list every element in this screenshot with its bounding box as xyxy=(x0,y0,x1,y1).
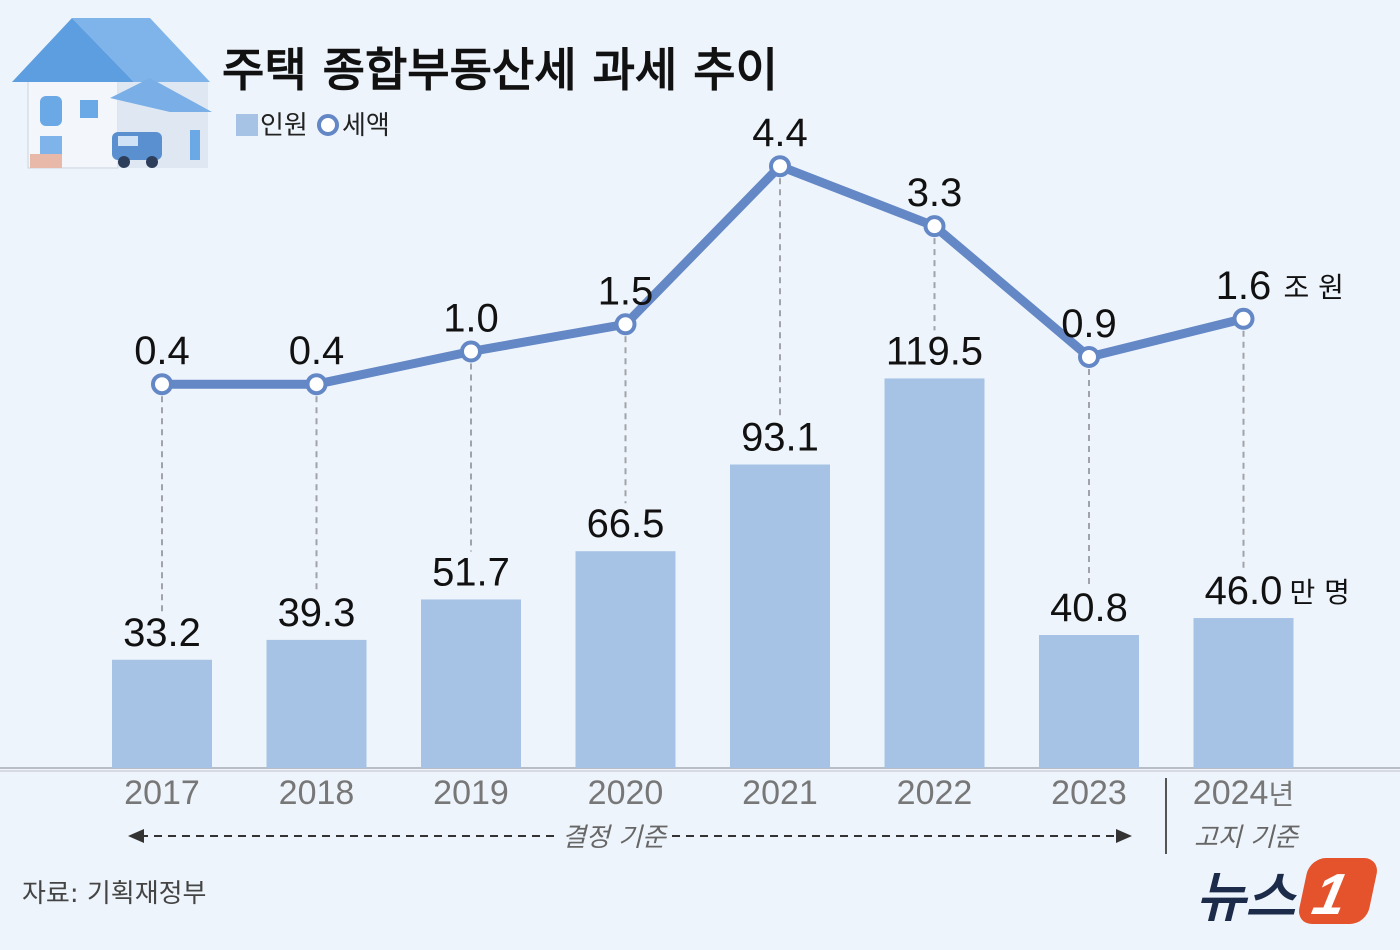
x-tick-2019: 2019 xyxy=(433,774,509,812)
bar-2019 xyxy=(421,599,521,768)
bar-value-label-2023: 40.8 xyxy=(1050,586,1128,630)
x-tick-2021: 2021 xyxy=(742,774,818,812)
guide-lines xyxy=(161,178,1245,612)
bar-value-label-2022: 119.5 xyxy=(886,329,983,373)
line-value-label-2017: 0.4 xyxy=(134,329,190,373)
bar-unit-label: 만 명 xyxy=(1290,576,1350,609)
bar-2018 xyxy=(266,639,367,768)
legend-label-line: 세액 xyxy=(342,111,390,141)
x-tick-2023: 2023 xyxy=(1051,774,1127,812)
bar-2022 xyxy=(884,378,985,768)
x-tick-2018: 2018 xyxy=(279,774,355,812)
period-label-decision: 결정 기준 xyxy=(562,823,668,853)
line-point-2022 xyxy=(923,215,946,238)
line-point-2018 xyxy=(305,373,328,396)
chart-title: 주택 종합부동산세 과세 추이 xyxy=(222,43,778,97)
line-value-label-2023: 0.9 xyxy=(1061,302,1117,346)
legend: 인원 세액 xyxy=(236,111,390,141)
period-label-bg xyxy=(556,818,672,854)
x-tick-2022: 2022 xyxy=(897,774,973,812)
bar-2020 xyxy=(575,551,676,768)
line-value-label-2021: 4.4 xyxy=(752,111,808,155)
news1-logo: 뉴스1 뉴스 1 xyxy=(1196,858,1377,929)
bar-2017 xyxy=(112,659,212,768)
line-value-label-2019: 1.0 xyxy=(443,297,499,341)
bar-value-label-2020: 66.5 xyxy=(587,502,665,546)
bar-value-label-2018: 39.3 xyxy=(278,591,356,635)
logo-badge-icon: 1 xyxy=(1299,858,1377,927)
x-tick-2024: 2024년 xyxy=(1193,774,1294,812)
legend-line-marker xyxy=(317,114,339,136)
line-point-2024 xyxy=(1232,307,1255,330)
line-value-label-2024: 1.6 xyxy=(1216,264,1272,308)
line-value-label-2018: 0.4 xyxy=(289,329,345,373)
period-arrow-left xyxy=(128,829,144,843)
x-tick-2017: 2017 xyxy=(124,774,200,812)
period-annotation: 결정 기준 고지 기준 xyxy=(128,778,1300,854)
line-point-2021 xyxy=(769,155,791,178)
legend-bar-swatch xyxy=(236,114,258,136)
line-point-2020 xyxy=(614,313,637,336)
bar-value-label-2019: 51.7 xyxy=(432,550,510,594)
bar-2021 xyxy=(730,464,830,768)
bar-value-label-2021: 93.1 xyxy=(741,415,819,459)
line-unit-label: 조 원 xyxy=(1284,271,1344,304)
bar-value-label-2017: 33.2 xyxy=(123,611,201,655)
line-series xyxy=(151,155,1255,396)
x-tick-labels: 2017 2018 2019 2020 2021 2022 2023 2024년 xyxy=(124,774,1294,812)
line-path xyxy=(157,161,1248,389)
bar-2024 xyxy=(1193,618,1294,768)
house-illustration-icon xyxy=(12,18,212,169)
period-label-notice: 고지 기준 xyxy=(1194,823,1300,853)
bar-value-label-2024: 46.0 xyxy=(1205,569,1283,613)
source-note: 자료: 기획재정부 xyxy=(22,879,206,909)
line-value-label-2020: 1.5 xyxy=(598,269,654,313)
line-point-2023 xyxy=(1078,345,1100,368)
line-point-2019 xyxy=(460,340,482,363)
bar-2023 xyxy=(1039,634,1139,768)
legend-label-bar: 인원 xyxy=(260,111,308,141)
x-tick-2020: 2020 xyxy=(588,774,664,812)
value-labels: 33.2 0.4 39.3 0.4 51.7 1.0 66.5 1.5 93.1 4.4 119.5… xyxy=(123,111,1350,655)
logo-wordmark-icon: 뉴스 xyxy=(1196,866,1298,929)
line-value-label-2022: 3.3 xyxy=(907,171,963,215)
line-point-2017 xyxy=(151,373,173,396)
bars xyxy=(112,378,1294,768)
period-arrow-right xyxy=(1116,829,1132,843)
